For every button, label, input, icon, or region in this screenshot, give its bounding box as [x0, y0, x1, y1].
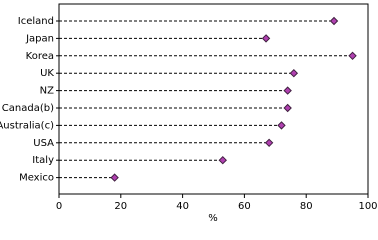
- x-tick-label: 80: [300, 201, 313, 212]
- dot: [110, 173, 119, 182]
- y-tick-label: Mexico: [19, 173, 54, 184]
- x-tick-label: 100: [358, 201, 377, 212]
- y-tick-label: NZ: [40, 86, 54, 97]
- dot: [283, 86, 292, 95]
- x-tick-label: 0: [56, 201, 62, 212]
- chart: % 0 20 40 60 80 100 Iceland Japan Korea UK NZ Canad…: [0, 3, 378, 224]
- y-tick-label: Canada(b): [2, 103, 54, 114]
- x-axis-label: %: [208, 213, 218, 224]
- dot: [277, 121, 286, 130]
- dot: [261, 34, 271, 43]
- y-tick-label: Korea: [26, 51, 54, 62]
- y-tick-label: USA: [33, 138, 54, 149]
- x-tick-label: 20: [114, 201, 127, 212]
- x-tick-label: 60: [238, 201, 251, 212]
- dot: [348, 51, 357, 61]
- dot: [329, 16, 339, 26]
- y-tick-label: Australia(c): [0, 120, 54, 131]
- y-tick-label: Iceland: [18, 16, 54, 27]
- dot: [289, 68, 299, 78]
- dot: [264, 138, 274, 148]
- y-tick-label: Italy: [32, 155, 54, 166]
- y-tick-label: Japan: [25, 33, 54, 44]
- dot: [283, 103, 292, 113]
- x-tick-label: 40: [176, 201, 189, 212]
- dot: [218, 155, 227, 165]
- y-tick-label: UK: [40, 68, 54, 79]
- plot-frame: [58, 3, 369, 195]
